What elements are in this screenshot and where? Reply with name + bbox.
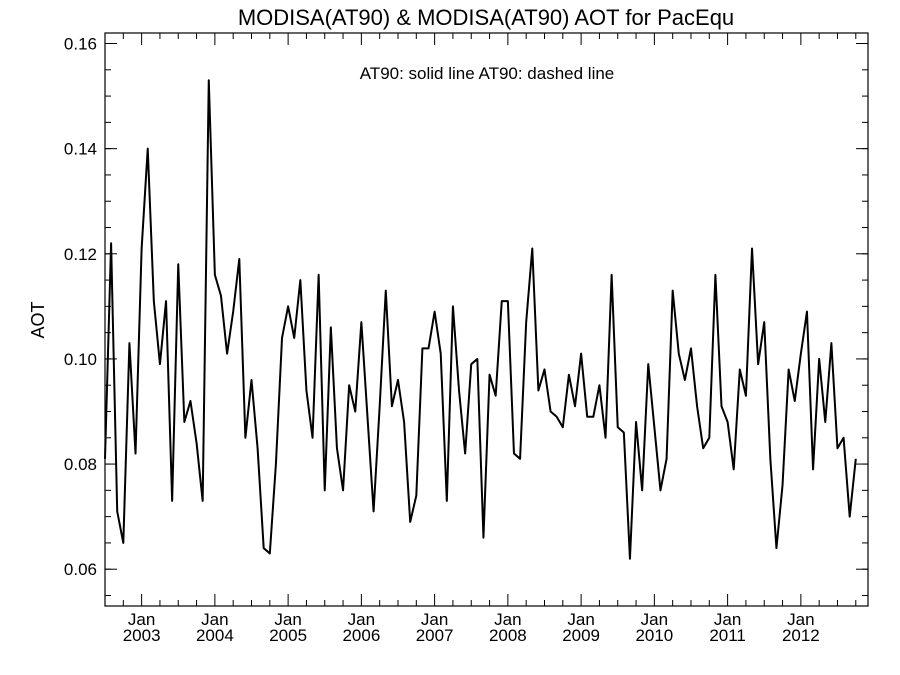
series-line-0 [104, 79, 857, 560]
x-tick-label-month: Jan [567, 610, 594, 629]
chart-title: MODISA(AT90) & MODISA(AT90) AOT for PacE… [238, 5, 734, 30]
x-tick-label-year: 2006 [342, 626, 380, 645]
y-tick-label: 0.12 [64, 245, 97, 264]
x-tick-label-year: 2003 [123, 626, 161, 645]
x-tick-label-month: Jan [714, 610, 741, 629]
y-axis: 0.06 0.08 0.10 0.12 0.14 0.16 [64, 35, 868, 596]
x-axis: Jan2003Jan2004Jan2005Jan2006Jan2007Jan20… [104, 33, 857, 645]
x-tick-label-year: 2012 [782, 626, 820, 645]
x-tick-label-year: 2009 [562, 626, 600, 645]
series-layer [104, 79, 857, 560]
y-tick-label: 0.06 [64, 560, 97, 579]
y-axis-label: AOT [28, 301, 48, 338]
x-tick-label-month: Jan [421, 610, 448, 629]
x-tick-label-year: 2004 [196, 626, 234, 645]
x-tick-label-month: Jan [128, 610, 155, 629]
x-tick-label-month: Jan [274, 610, 301, 629]
y-tick-label: 0.14 [64, 140, 97, 159]
x-tick-label-month: Jan [348, 610, 375, 629]
series-style-note: AT90: solid line AT90: dashed line [360, 64, 615, 83]
y-tick-label: 0.08 [64, 455, 97, 474]
plot-frame [104, 32, 869, 607]
x-tick-label-year: 2007 [416, 626, 454, 645]
x-tick-label-year: 2010 [635, 626, 673, 645]
y-tick-label: 0.10 [64, 350, 97, 369]
x-tick-label-year: 2005 [269, 626, 307, 645]
x-tick-label-month: Jan [201, 610, 228, 629]
x-tick-label-month: Jan [494, 610, 521, 629]
x-tick-label-month: Jan [787, 610, 814, 629]
x-tick-label-year: 2011 [709, 626, 746, 645]
x-tick-label-year: 2008 [489, 626, 527, 645]
y-tick-label: 0.16 [64, 35, 97, 54]
x-tick-label-month: Jan [641, 610, 668, 629]
